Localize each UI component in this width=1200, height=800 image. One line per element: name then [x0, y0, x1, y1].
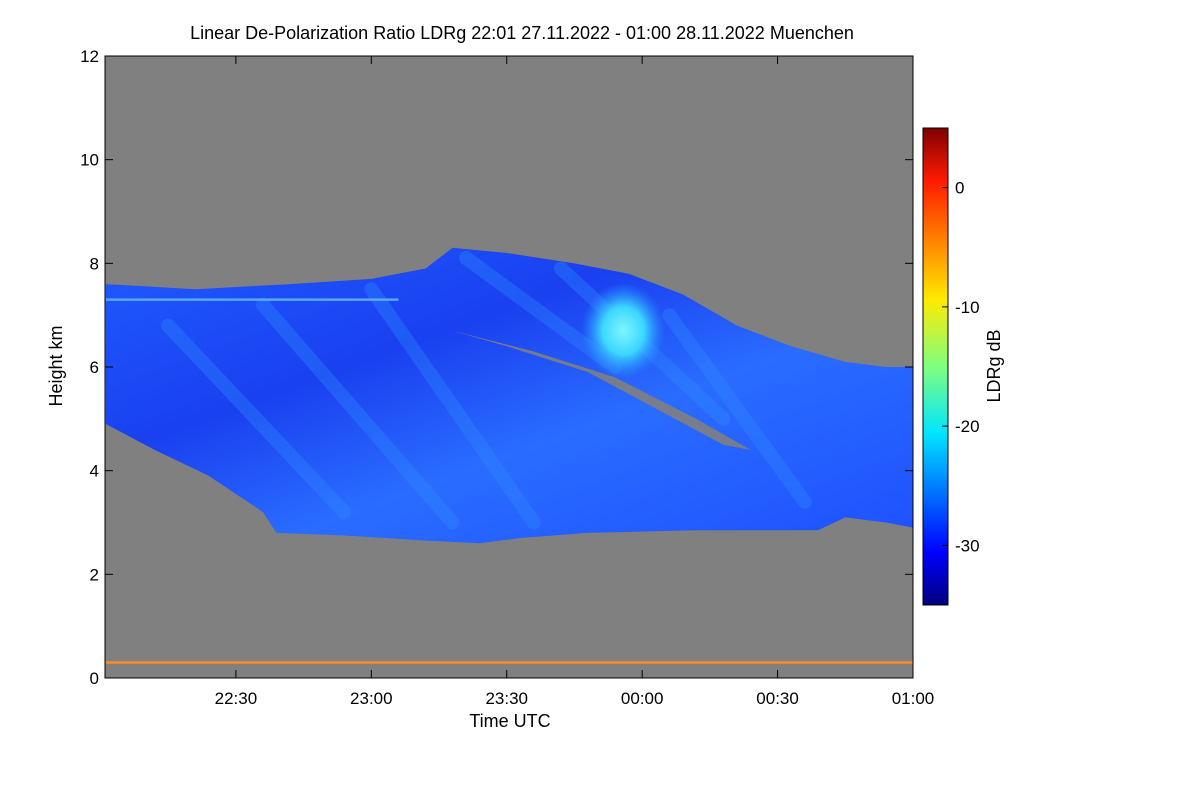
fall-streak [662, 308, 812, 509]
fall-streak [255, 297, 460, 530]
colorbar-tick-label: -30 [955, 536, 980, 555]
x-tick-label: 01:00 [892, 689, 935, 708]
y-tick-label: 2 [90, 565, 99, 584]
chart-title: Linear De-Polarization Ratio LDRg 22:01 … [190, 23, 854, 43]
y-axis-label: Height km [46, 325, 66, 406]
x-axis-label: Time UTC [469, 711, 550, 731]
colorbar-tick-label: 0 [955, 179, 964, 198]
y-tick-label: 12 [80, 47, 99, 66]
plot-area [104, 55, 914, 679]
x-tick-label: 00:30 [756, 689, 799, 708]
y-tick-label: 0 [90, 669, 99, 688]
x-tick-label: 22:30 [215, 689, 258, 708]
y-tick-label: 4 [90, 462, 99, 481]
y-tick-label: 8 [90, 254, 99, 273]
colorbar-scale [922, 127, 949, 606]
fall-streak [161, 318, 352, 520]
fall-streak [364, 282, 541, 530]
colorbar-tick-label: -20 [955, 417, 980, 436]
x-tick-label: 00:00 [621, 689, 664, 708]
colorbar-tick-label: -10 [955, 298, 980, 317]
y-tick-label: 6 [90, 358, 99, 377]
x-tick-label: 23:30 [485, 689, 528, 708]
colorbar: 0 -10 -20 -30 [922, 127, 980, 606]
cloud-layer [105, 247, 913, 544]
x-tick-label: 23:00 [350, 689, 393, 708]
y-tick-label: 10 [80, 151, 99, 170]
y-axis: 0 2 4 6 8 10 12 [80, 47, 913, 688]
cloud-gap [452, 330, 751, 450]
x-axis: 22:30 23:00 23:30 00:00 00:30 01:00 [215, 56, 935, 708]
colorbar-label: LDRg dB [984, 329, 1004, 402]
high-ldr-patch [581, 282, 666, 379]
